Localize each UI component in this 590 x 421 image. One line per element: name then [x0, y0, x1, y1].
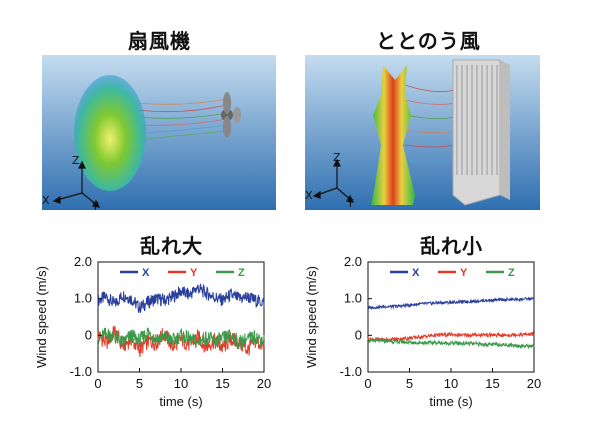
axis-label-y-fan: Y — [91, 200, 99, 210]
legend-label-x: X — [142, 267, 150, 279]
series-line-y — [367, 330, 535, 344]
x-tick-label: 10 — [444, 376, 458, 391]
x-axis-label: time (s) — [159, 394, 202, 409]
x-tick-label: 15 — [215, 376, 229, 391]
series-line-z — [97, 327, 265, 350]
axis-label-y-totonou: Y — [346, 197, 354, 210]
x-tick-label: 20 — [527, 376, 541, 391]
legend: X Y Z — [120, 267, 245, 279]
y-tick-label: 0 — [85, 327, 92, 342]
legend-label-y: Y — [460, 267, 468, 279]
x-tick-label: 15 — [485, 376, 499, 391]
x-tick-label: 0 — [94, 376, 101, 391]
jet-plume — [371, 65, 415, 205]
totonou-simulation-image: Z X Y — [305, 55, 540, 210]
x-tick-label: 0 — [364, 376, 371, 391]
fan-simulation-image: Z X Y — [42, 55, 276, 210]
chart-title-large-turbulence: 乱れ大 — [140, 234, 203, 258]
axis-label-x-totonou: X — [305, 189, 313, 202]
series-line-z — [367, 337, 535, 350]
legend-label-z: Z — [508, 267, 515, 279]
legend-label-x: X — [412, 267, 420, 279]
axes-triad-totonou — [312, 158, 355, 203]
axis-label-x-fan: X — [42, 194, 50, 207]
panel-title-fan: 扇風機 — [128, 29, 191, 53]
chart-large-turbulence: X Y Z 0 5 10 15 20 -1.0 0 1.0 2.0 time (s) Wind speed… — [30, 252, 280, 417]
y-tick-label: 0 — [355, 327, 362, 342]
pressure-blob — [74, 75, 146, 191]
streamlines — [136, 98, 228, 141]
y-axis-label: Wind speed (m/s) — [304, 266, 319, 368]
series-line-x — [367, 296, 535, 311]
legend-label-y: Y — [190, 267, 198, 279]
axis-label-z-fan: Z — [72, 154, 80, 167]
axis-label-z-totonou: Z — [333, 151, 341, 164]
axes-triad-fan — [52, 160, 101, 208]
y-tick-label: -1.0 — [70, 364, 92, 379]
y-tick-label: 2.0 — [74, 254, 92, 269]
y-axis-label: Wind speed (m/s) — [34, 266, 49, 368]
chart-small-turbulence: X Y Z 0 5 10 15 20 -1.0 0 1.0 2.0 time (s) Wind speed… — [300, 252, 550, 417]
x-tick-label: 5 — [406, 376, 413, 391]
legend: X Y Z — [390, 267, 515, 279]
legend-label-z: Z — [238, 267, 245, 279]
device-tower — [452, 59, 510, 206]
y-tick-label: 2.0 — [344, 254, 362, 269]
y-tick-label: 1.0 — [74, 291, 92, 306]
x-tick-label: 20 — [257, 376, 271, 391]
plot-frame — [367, 261, 535, 373]
fan-icon — [221, 92, 241, 138]
y-tick-label: 1.0 — [344, 291, 362, 306]
x-tick-label: 10 — [174, 376, 188, 391]
series-line-x — [97, 283, 265, 313]
panel-title-totonou: ととのう風 — [376, 29, 481, 53]
chart-title-small-turbulence: 乱れ小 — [420, 234, 483, 258]
x-tick-label: 5 — [136, 376, 143, 391]
y-tick-label: -1.0 — [340, 364, 362, 379]
x-axis-label: time (s) — [429, 394, 472, 409]
plot-frame — [97, 261, 265, 373]
